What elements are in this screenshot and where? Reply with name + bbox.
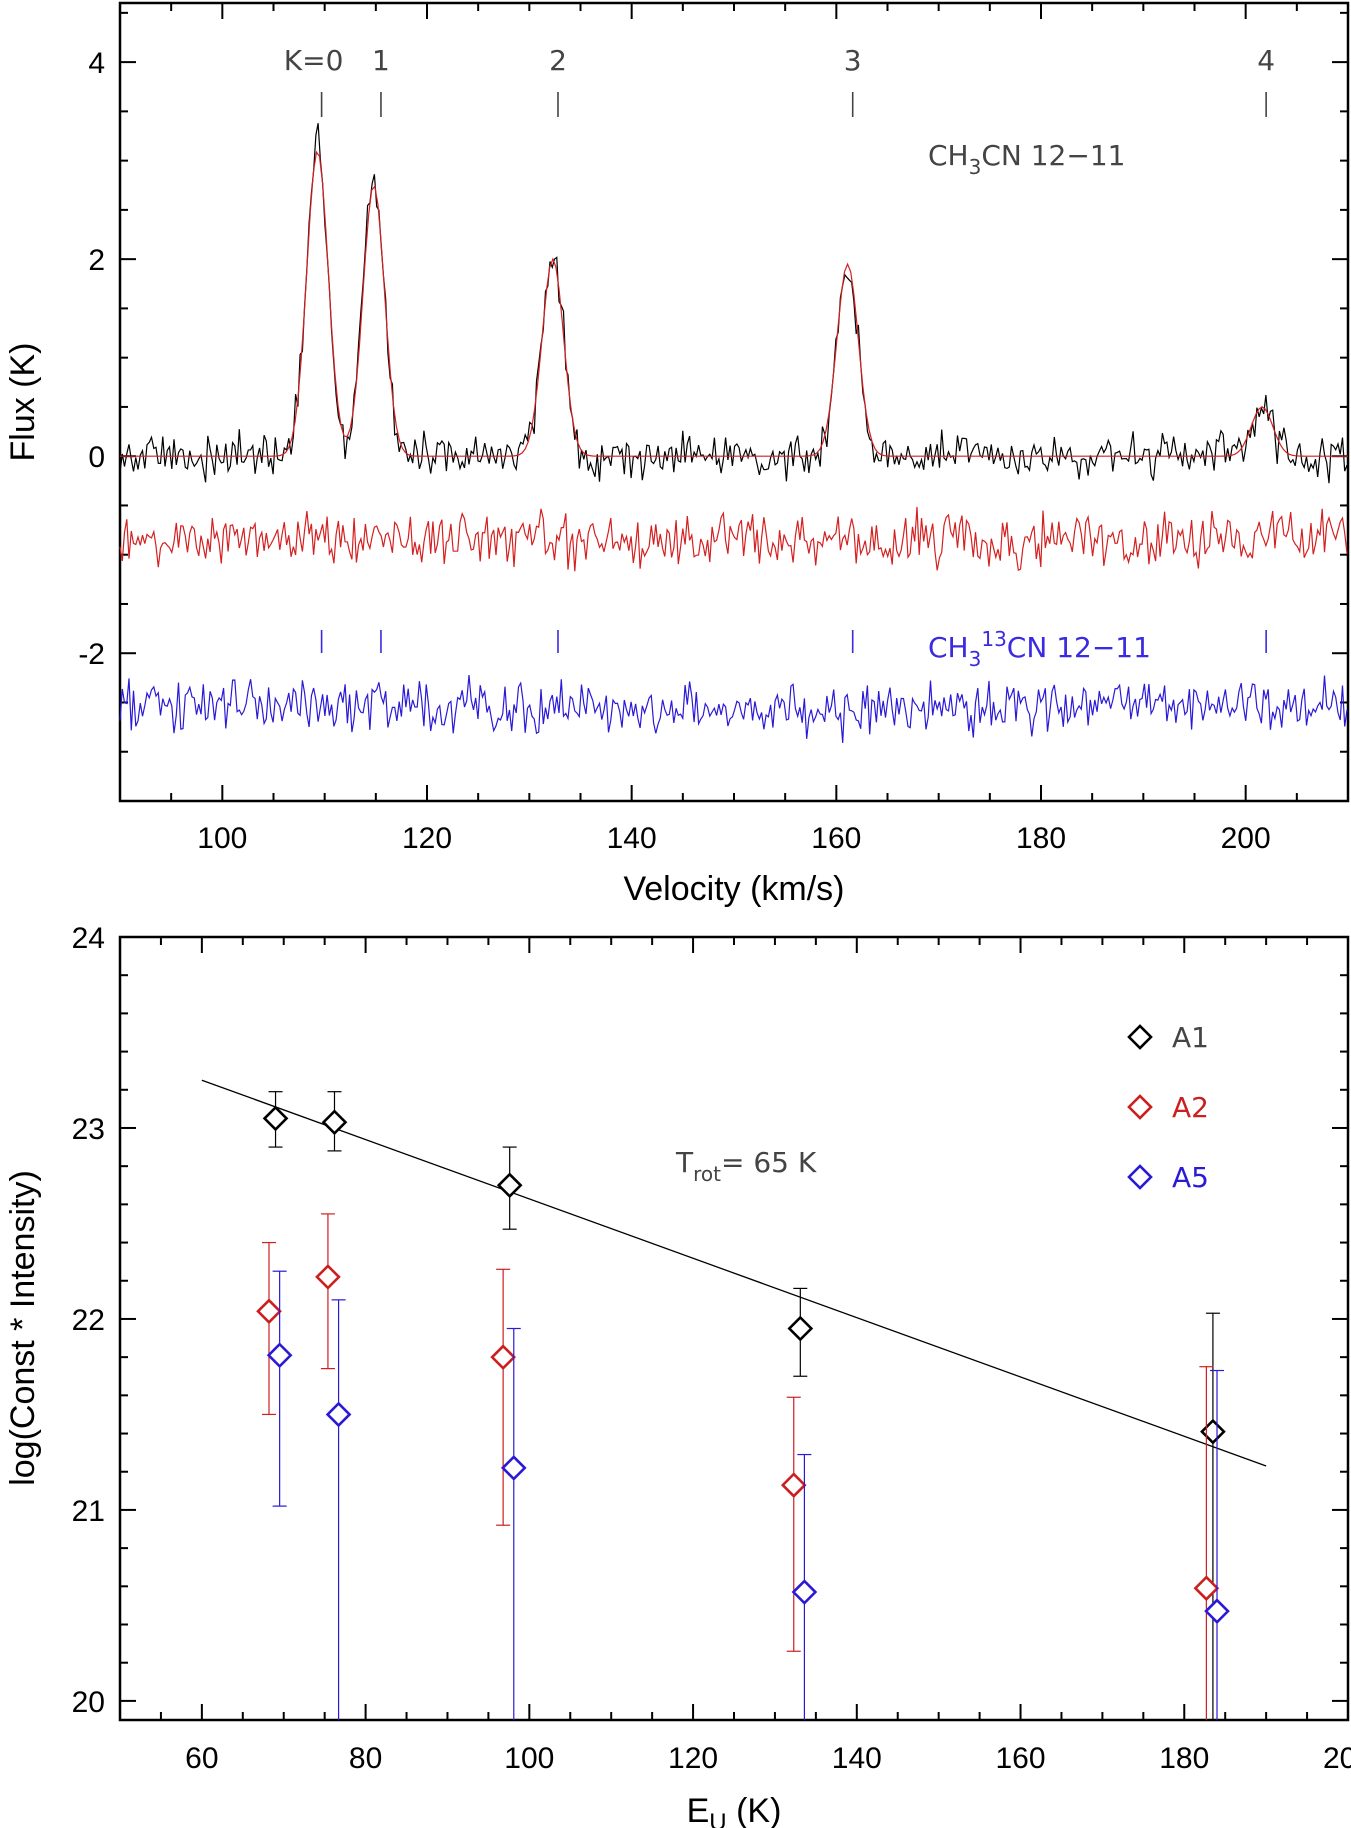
data-point-a5 [1204,1598,1230,1624]
legend-label: A2 [1172,1091,1209,1124]
data-point-a1 [1200,1418,1226,1445]
y-tick-label: 20 [72,1686,105,1719]
spectrum-panel: 100 120 140 160 180 200 4 2 0 -2 K=0 1 2 3 4 CH3CN 1… [4,1,1350,908]
data-point-a2 [490,1344,516,1370]
x-tick-label: 80 [349,1742,382,1775]
x-tick-label: 120 [668,1742,718,1775]
data-point-a5 [325,1401,352,1428]
ch3-13cn-label: CH313CN 12−11 [928,627,1151,671]
ch3cn-label: CH3CN 12−11 [928,139,1125,179]
rotation-y-axis-title: log(Const * Intensity) [4,1170,42,1486]
x-tick-label: 180 [1159,1742,1209,1775]
data-point-a2 [1193,1575,1220,1602]
legend: A1 A2 A5 [1127,1021,1209,1194]
y-tick-label: -2 [78,638,105,671]
spectrum-line-0 [119,123,1348,484]
k-component-markers: K=0 1 2 3 4 [284,44,1275,653]
data-point-a2 [315,1264,341,1290]
y-tick-label: 24 [72,922,105,955]
y-tick-label: 2 [88,244,105,277]
legend-marker [1127,1024,1153,1050]
y-tick-label: 21 [72,1495,105,1528]
spectrum-line-1 [120,150,1348,457]
rotation-x-axis-title: EU (K) [687,1792,782,1828]
spectrum-y-axis-title: Flux (K) [4,343,42,462]
k-label: 1 [372,44,390,77]
spectrum-line-3 [119,675,1348,743]
data-point-a5 [791,1579,818,1605]
legend-label: A1 [1172,1021,1209,1054]
trot-label: Trot= 65 K [675,1146,817,1186]
rotation-fit [201,1079,1267,1467]
x-tick-label: 140 [607,822,657,855]
data-point-a5 [266,1342,293,1369]
legend-marker [1127,1164,1153,1190]
rotation-diagram-panel: 60 80 100 120 140 160 180 200 24 23 22 21 20 A1 A2 A5… [4,922,1351,1828]
x-tick-label: 140 [832,1742,882,1775]
data-point-a5 [500,1455,527,1481]
spectrum-x-ticks: 100 120 140 160 180 200 [170,3,1298,855]
data-point-a2 [256,1298,282,1325]
spectrum-line-2 [119,506,1348,572]
k-label: 4 [1257,44,1275,77]
spectrum-y-ticks: 4 2 0 -2 [78,11,1348,753]
data-point-a2 [780,1472,807,1498]
x-tick-label: 60 [185,1742,218,1775]
rotation-y-ticks: 24 23 22 21 20 [72,922,1348,1719]
y-tick-label: 23 [72,1113,105,1146]
x-tick-label: 200 [1323,1742,1351,1775]
fit-line [201,1079,1267,1467]
k-label: 2 [549,44,567,77]
x-tick-label: 120 [402,822,452,855]
y-tick-label: 4 [88,47,105,80]
x-tick-label: 160 [811,822,861,855]
x-tick-label: 100 [197,822,247,855]
k-label: K=0 [284,44,344,77]
rotation-points [256,1091,1230,1720]
x-tick-label: 160 [996,1742,1046,1775]
data-point-a1 [321,1109,348,1136]
x-tick-label: 180 [1016,822,1066,855]
x-tick-label: 200 [1221,822,1271,855]
rotation-x-ticks: 60 80 100 120 140 160 180 200 [119,937,1351,1775]
legend-marker [1127,1094,1153,1120]
spectrum-frame [118,1,1350,803]
data-point-a1 [787,1315,814,1342]
legend-label: A5 [1172,1161,1209,1194]
rotation-frame [118,935,1350,1722]
y-tick-label: 0 [88,441,105,474]
x-tick-label: 100 [504,1742,554,1775]
data-point-a1 [262,1105,289,1132]
k-label: 3 [844,44,862,77]
spectrum-series [119,123,1348,743]
data-point-a1 [496,1172,523,1199]
spectrum-x-axis-title: Velocity (km/s) [623,870,844,908]
y-tick-label: 22 [72,1304,105,1337]
